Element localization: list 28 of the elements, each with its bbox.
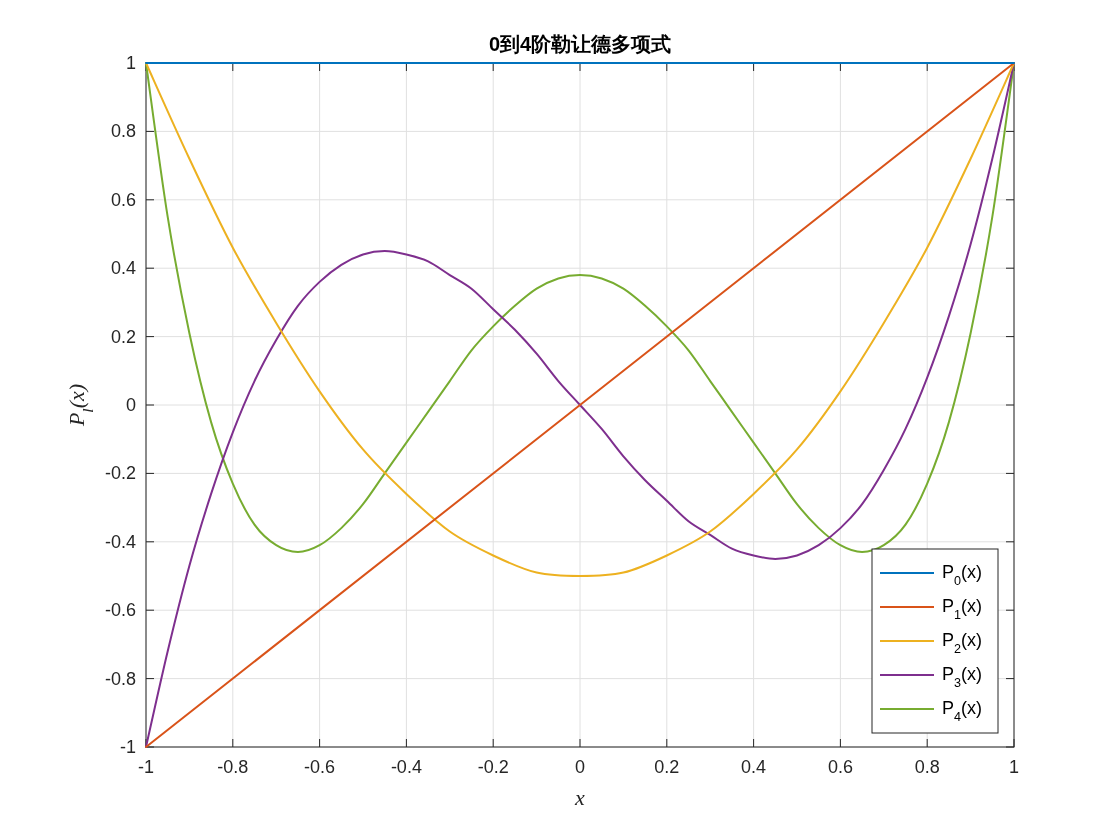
- x-tick-label: -0.6: [304, 757, 336, 777]
- x-tick-label: -0.2: [477, 757, 509, 777]
- x-tick-label: 0.2: [654, 757, 680, 777]
- x-tick-label: 0.8: [914, 757, 940, 777]
- x-tick-label: 1: [1008, 757, 1020, 777]
- x-tick-label: -0.8: [217, 757, 249, 777]
- x-tick-label: 0: [574, 757, 586, 777]
- y-tick-label: -0.4: [104, 531, 136, 552]
- y-tick-label: 1: [125, 53, 136, 73]
- y-tick-label: -0.2: [104, 463, 136, 484]
- y-tick-label: -1: [119, 737, 136, 757]
- legend-label: P$_{4}$(x): [942, 698, 983, 724]
- y-tick-label: 0.6: [110, 189, 136, 210]
- y-tick-label: 0: [125, 395, 136, 415]
- legend-label: P$_{1}$(x): [942, 596, 983, 622]
- legend-label: P$_{0}$(x): [942, 562, 983, 588]
- x-tick-label: -0.4: [390, 757, 422, 777]
- y-tick-label: -0.8: [104, 668, 136, 689]
- chart-title: 0到4阶勒让德多项式: [488, 33, 672, 55]
- legend-label: P$_{3}$(x): [942, 664, 983, 690]
- y-tick-label: -0.6: [104, 600, 136, 621]
- x-axis-title: x: [574, 785, 586, 810]
- legend-label: P$_{2}$(x): [942, 630, 983, 656]
- y-tick-label: 0.2: [110, 326, 136, 347]
- y-tick-label: 0.8: [110, 121, 136, 142]
- x-tick-label: 0.4: [741, 757, 767, 777]
- y-tick-label: 0.4: [110, 258, 136, 279]
- x-tick-label: 0.6: [827, 757, 853, 777]
